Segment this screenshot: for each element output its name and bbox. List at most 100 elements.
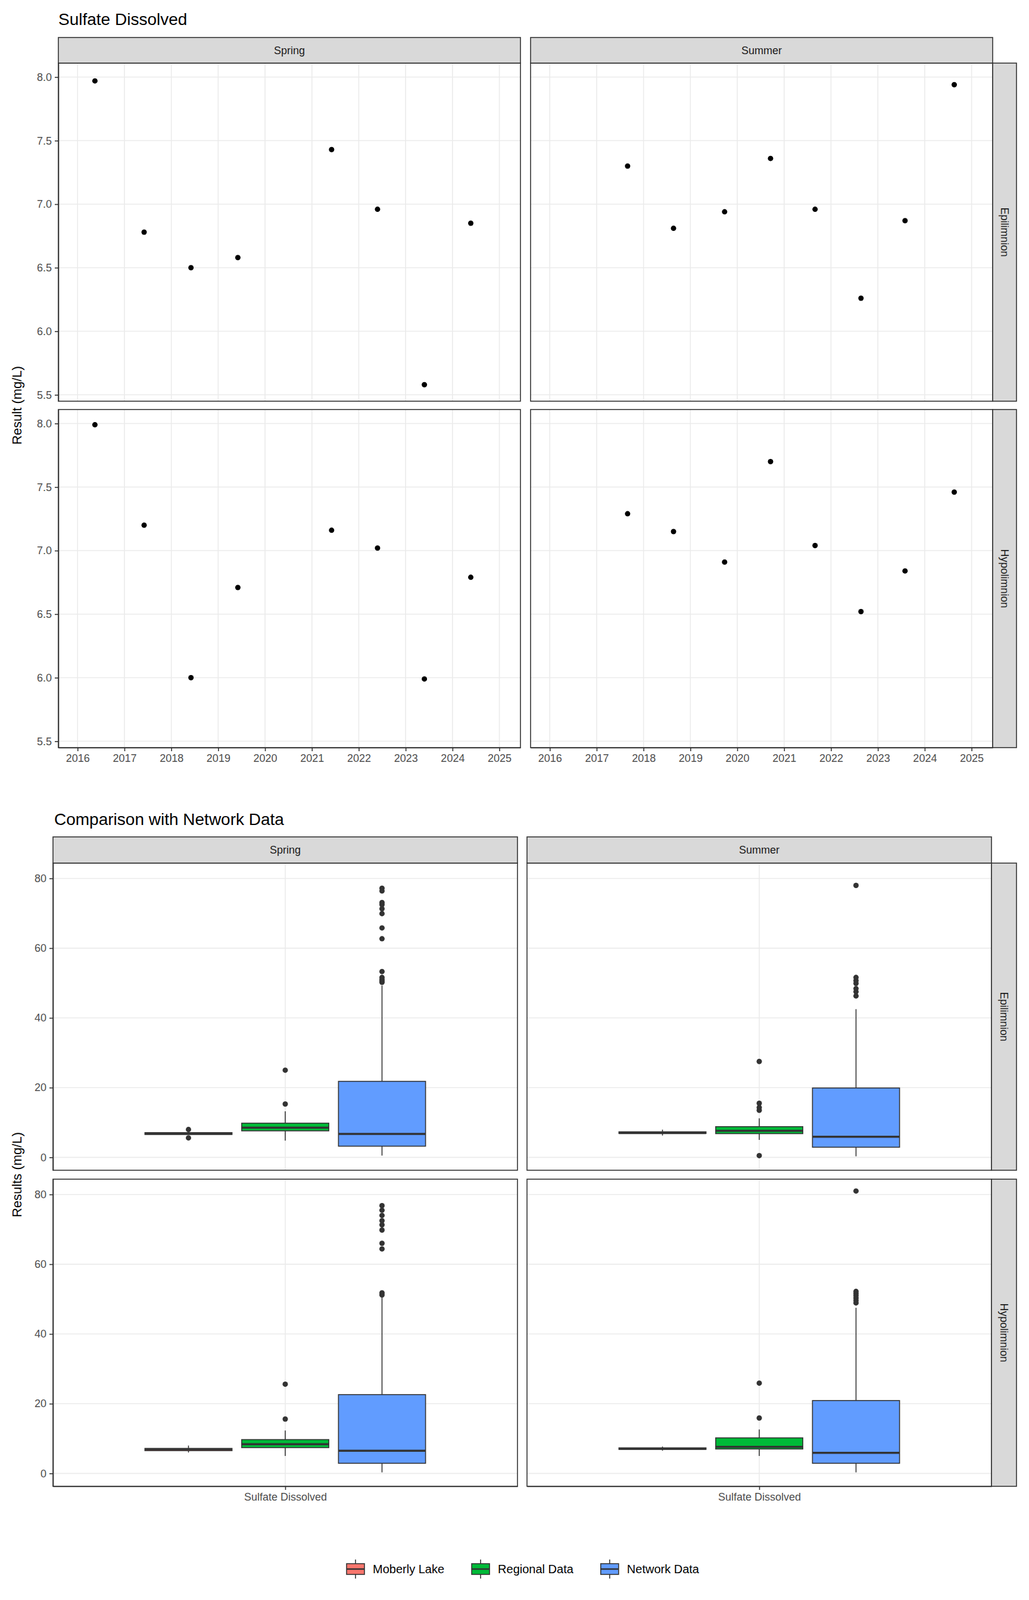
point xyxy=(468,574,474,581)
y-axis: 020406080 xyxy=(34,1180,54,1488)
point xyxy=(624,163,631,169)
tick: Sulfate Dissolved xyxy=(718,1486,801,1504)
grid-line-y xyxy=(58,203,521,205)
x-axis: 2016201720182019202020212022202320242025 xyxy=(58,747,522,765)
outlier xyxy=(379,936,385,943)
x-axis: Sulfate Dissolved xyxy=(527,1486,993,1504)
panel-background xyxy=(52,863,518,1171)
grid-line-y xyxy=(530,550,993,552)
tick: 80 xyxy=(34,872,53,885)
tick-mark xyxy=(643,747,645,752)
legend-key xyxy=(346,1564,365,1576)
marks xyxy=(618,1188,900,1473)
marks xyxy=(92,78,474,388)
outlier xyxy=(282,1067,289,1074)
panel xyxy=(527,863,992,1171)
grid-line-y xyxy=(530,677,993,679)
chart-title: Sulfate Dissolved xyxy=(58,10,187,29)
grid-line-x xyxy=(123,63,126,402)
tick: 2020 xyxy=(253,747,278,765)
y-axis: 5.56.06.57.07.58.0 xyxy=(36,410,59,749)
grid-line-x xyxy=(643,63,645,402)
marks xyxy=(618,883,900,1159)
panel-background xyxy=(530,63,993,402)
tick-mark xyxy=(54,331,59,333)
box xyxy=(241,1440,329,1449)
tick-label: 6.5 xyxy=(36,608,52,621)
outlier xyxy=(379,1203,385,1209)
whisker-high xyxy=(855,1009,857,1088)
tick-label: 40 xyxy=(34,1328,47,1341)
tick: 6.5 xyxy=(36,262,59,274)
tick-mark xyxy=(217,747,220,752)
tick-mark xyxy=(971,747,973,752)
tick-label: 2020 xyxy=(253,752,278,765)
median xyxy=(618,1448,706,1451)
box xyxy=(812,1088,900,1149)
point xyxy=(421,676,427,682)
tick-label: 2019 xyxy=(678,752,703,765)
outlier xyxy=(379,900,385,906)
grid-line-y xyxy=(530,203,993,205)
outlier xyxy=(282,1101,289,1108)
legend-item: Moberly Lake xyxy=(346,1560,445,1580)
point xyxy=(92,422,98,428)
point xyxy=(721,559,728,566)
tick: 80 xyxy=(34,1189,53,1202)
outlier xyxy=(379,1246,385,1253)
tick-label: 20 xyxy=(34,1398,47,1411)
grid-line-x xyxy=(736,63,738,402)
point xyxy=(468,220,474,227)
grid-line-y xyxy=(530,76,993,79)
grid-line-y xyxy=(530,331,993,333)
outlier xyxy=(853,986,859,992)
tick-mark xyxy=(924,747,926,752)
box xyxy=(715,1127,803,1135)
outlier xyxy=(853,883,859,889)
legend-key xyxy=(471,1564,490,1576)
tick: 2023 xyxy=(394,747,419,765)
point xyxy=(235,254,241,261)
panel-frame xyxy=(530,63,993,402)
point xyxy=(92,78,98,84)
outlier xyxy=(379,969,385,975)
marks xyxy=(92,422,474,682)
point xyxy=(624,511,631,517)
tick: 2025 xyxy=(487,747,512,765)
grid-line-x xyxy=(358,63,360,402)
tick: 6.0 xyxy=(36,325,59,338)
strip-label: Epilimnion xyxy=(998,992,1010,1042)
tick-mark xyxy=(311,747,313,752)
grid-line-x xyxy=(123,409,126,748)
tick-label: 5.5 xyxy=(36,389,52,402)
strip xyxy=(991,1179,1017,1487)
grid-line-x xyxy=(783,63,785,402)
point xyxy=(374,545,380,551)
grid-line-x xyxy=(877,409,879,748)
grid-line-x xyxy=(690,409,692,748)
panel xyxy=(52,1179,518,1487)
panel-frame xyxy=(527,863,992,1171)
outlier xyxy=(185,1135,192,1141)
box xyxy=(144,1133,232,1135)
tick-label: 2017 xyxy=(112,752,137,765)
grid-line-y xyxy=(530,139,993,142)
whisker-high xyxy=(284,1111,286,1124)
grid-line-y xyxy=(58,76,521,79)
grid-line-x xyxy=(264,63,266,402)
grid-line-x xyxy=(404,63,407,402)
tick-label: 40 xyxy=(34,1012,47,1025)
whisker-high xyxy=(758,1118,760,1128)
tick: Sulfate Dissolved xyxy=(244,1486,327,1504)
point xyxy=(767,156,773,162)
median xyxy=(812,1452,900,1455)
box xyxy=(715,1438,803,1451)
whisker-low xyxy=(284,1448,286,1457)
point xyxy=(902,568,908,575)
outlier xyxy=(379,1227,385,1234)
grid-line-x xyxy=(311,63,313,402)
axis-line xyxy=(58,63,60,402)
outlier xyxy=(853,1289,859,1295)
panel-background xyxy=(58,63,521,402)
grid-line-x xyxy=(877,63,879,402)
